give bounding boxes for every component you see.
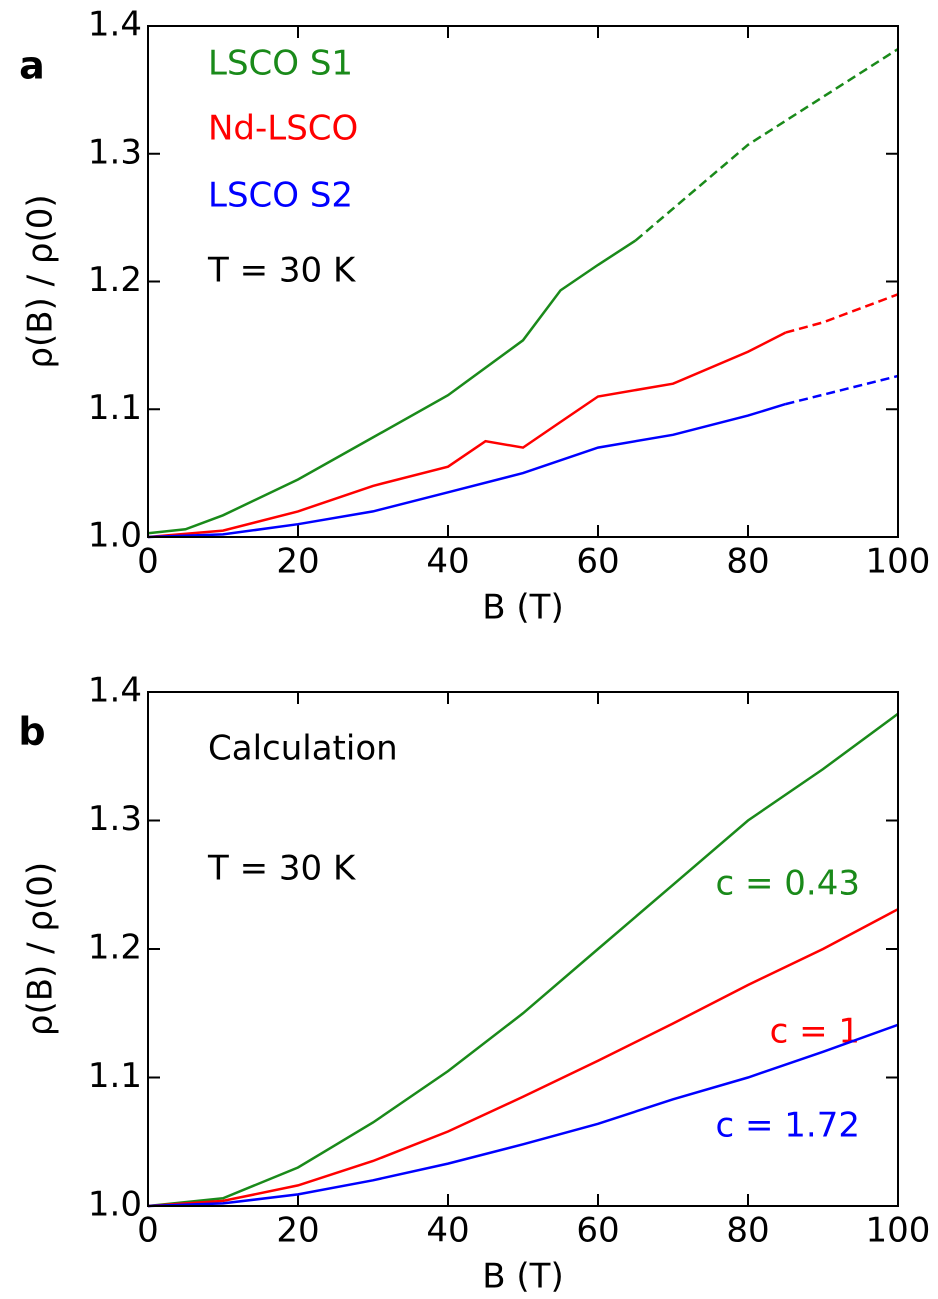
y-tick-label: 1.2 — [88, 260, 142, 300]
y-tick-label: 1.0 — [88, 1185, 142, 1225]
annotation: Calculation — [208, 729, 398, 769]
x-tick-label: 80 — [726, 1211, 769, 1251]
plot-frame — [147, 25, 899, 538]
data-line — [147, 402, 786, 539]
x-axis-label: B (T) — [482, 1257, 563, 1297]
y-tick-label: 1.3 — [88, 799, 142, 839]
fit-line — [634, 47, 899, 242]
legend-label: c = 1.72 — [716, 1106, 861, 1146]
y-axis-label: ρ(B) / ρ(0) — [21, 194, 61, 368]
annotation: T = 30 K — [207, 251, 357, 291]
data-line — [147, 331, 787, 539]
x-tick-label: 80 — [726, 542, 769, 582]
x-tick-label: 0 — [137, 1211, 159, 1251]
x-tick-label: 60 — [576, 1211, 619, 1251]
y-tick-label: 1.1 — [88, 388, 142, 428]
x-tick-label: 20 — [276, 1211, 319, 1251]
legend-label: LSCO S2 — [208, 176, 353, 216]
x-tick-label: 20 — [276, 542, 319, 582]
x-tick-label: 100 — [866, 1211, 931, 1251]
panel-label: a — [19, 44, 45, 88]
fit-line — [785, 374, 899, 406]
data-line — [147, 239, 637, 535]
plot-frame — [147, 691, 899, 1207]
legend-label: c = 1 — [770, 1012, 860, 1052]
x-tick-label: 60 — [576, 542, 619, 582]
x-tick-label: 40 — [426, 542, 469, 582]
data-line — [147, 908, 899, 1208]
x-tick-label: 40 — [426, 1211, 469, 1251]
panel-label: b — [18, 710, 45, 754]
x-tick-label: 100 — [866, 542, 931, 582]
y-tick-label: 1.0 — [88, 516, 142, 556]
data-line — [147, 1023, 899, 1208]
fit-line — [785, 293, 899, 334]
legend-label: Nd-LSCO — [208, 109, 358, 149]
y-tick-label: 1.2 — [88, 928, 142, 968]
y-tick-label: 1.1 — [88, 1056, 142, 1096]
legend-label: c = 0.43 — [716, 864, 861, 904]
y-axis-label: ρ(B) / ρ(0) — [21, 862, 61, 1036]
x-axis-label: B (T) — [482, 588, 563, 628]
annotation: T = 30 K — [207, 849, 357, 889]
y-tick-label: 1.3 — [88, 132, 142, 172]
data-line — [147, 712, 899, 1208]
x-tick-label: 0 — [137, 542, 159, 582]
legend-label: LSCO S1 — [208, 44, 353, 84]
y-tick-label: 1.4 — [88, 671, 142, 711]
y-tick-label: 1.4 — [88, 5, 142, 45]
